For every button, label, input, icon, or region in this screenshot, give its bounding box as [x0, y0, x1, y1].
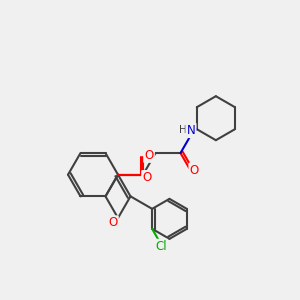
Text: O: O [190, 164, 199, 177]
Text: Cl: Cl [155, 240, 167, 253]
Text: N: N [187, 124, 195, 137]
Text: H: H [179, 125, 187, 135]
Text: O: O [108, 217, 118, 230]
Text: O: O [144, 149, 154, 162]
Text: O: O [142, 171, 152, 184]
